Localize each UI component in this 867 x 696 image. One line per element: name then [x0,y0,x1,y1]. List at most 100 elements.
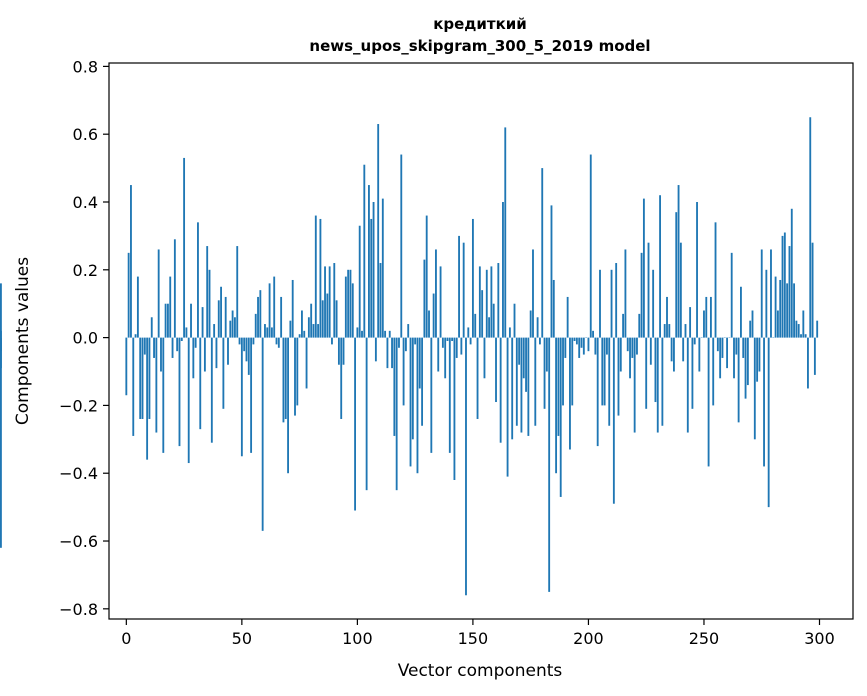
bar [351,283,354,338]
bar [638,313,641,338]
bar [458,235,460,338]
bar [714,222,717,338]
bar [335,300,338,338]
bar [508,327,511,338]
bar [719,337,722,379]
bar [478,266,481,338]
bar [370,218,373,338]
bar [578,337,581,358]
bar [495,337,497,403]
bar [270,327,273,338]
bar [384,330,387,338]
bar [569,337,571,450]
bar [661,337,664,426]
bar [229,320,232,338]
bar [659,195,661,338]
bar [342,337,345,365]
bar [148,337,151,419]
bar [227,337,229,365]
bar [307,317,310,338]
bar [448,337,451,453]
bar [134,334,137,338]
y-tick-label: 0.2 [73,261,98,280]
bar [305,337,308,389]
bar [183,157,186,338]
bar [368,185,370,338]
bar [580,337,583,348]
bar [601,337,604,406]
bar [543,337,546,409]
bar [608,337,611,426]
plot-frame [108,62,854,620]
bar [245,337,248,362]
bar [430,337,433,453]
bar [157,249,160,338]
bar [758,337,761,372]
bar [167,303,169,338]
bar [511,337,514,440]
bar [259,290,262,338]
bar [573,337,576,341]
y-axis-label: Components values [13,257,33,425]
bar [716,337,719,352]
x-axis-label: Vector components [398,661,563,681]
bar [557,337,560,436]
y-tick-label: 0.8 [73,57,98,76]
bar [545,337,548,372]
bar [515,337,518,426]
bar [541,168,544,338]
y-tick-label: 0.6 [73,125,98,144]
bar [552,279,555,338]
bar [217,300,220,338]
bar [797,324,800,338]
bar [633,337,636,433]
bar [273,276,276,338]
bar [631,337,634,358]
bar [539,337,541,345]
bar [247,337,250,375]
bar [444,337,447,379]
bar [626,337,629,352]
bar [289,320,292,338]
bar [136,276,139,338]
bar [776,310,779,338]
bar [160,337,162,372]
bar [746,337,749,386]
bar [303,330,306,338]
bar [314,215,317,338]
bar [599,269,601,338]
bar [388,330,391,338]
bar [783,232,786,338]
bar [666,296,668,338]
bar [770,249,772,338]
bar [347,269,350,338]
bar [381,198,384,338]
bar [143,337,146,355]
bar [689,307,692,338]
title-line-2: news_upos_skipgram_300_5_2019 model [309,37,650,55]
bar [726,337,728,369]
y-tick-label: −0.8 [59,600,98,619]
bar [453,337,456,480]
bar [331,337,333,345]
bar [555,337,558,474]
bar [571,337,574,406]
bar [132,337,135,436]
bar [559,337,562,497]
bar [404,337,407,352]
bar [455,337,458,358]
y-axis-ticks: −0.8 −0.6 −0.4 −0.2 0.0 0.2 0.4 0.6 0.8 [59,57,109,619]
bar [203,337,206,372]
bar [670,337,673,362]
bar [562,337,564,406]
bar [321,300,324,338]
bar [236,246,239,338]
bar [781,235,784,338]
bar [668,324,671,338]
bar [615,263,618,338]
bar [254,313,257,338]
bar [240,337,243,457]
bar [744,337,747,399]
bar [682,337,685,362]
x-tick-label: 50 [232,629,252,648]
